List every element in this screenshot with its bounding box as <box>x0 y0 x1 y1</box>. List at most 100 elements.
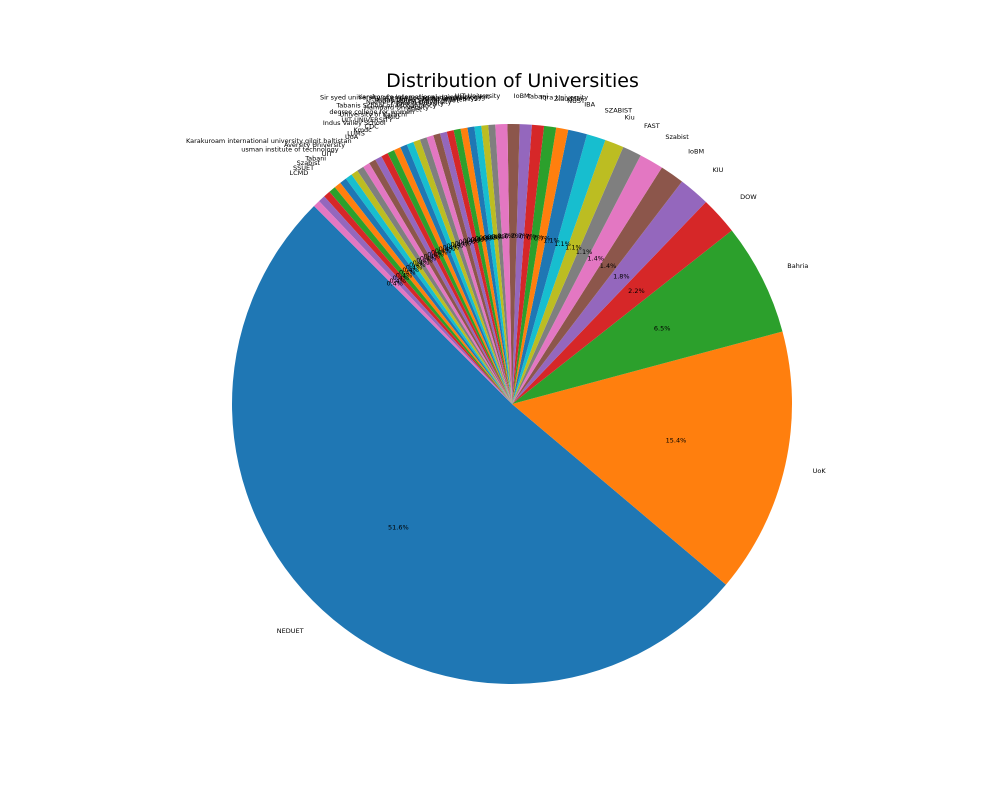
category-label-7: FAST <box>644 122 660 130</box>
pct-label-5: 1.4% <box>600 262 617 270</box>
pie-slice-lums-34 <box>375 156 512 404</box>
pie-slice-aversity-university-37 <box>357 166 512 404</box>
pct-label-20: 0.4% <box>479 234 496 242</box>
pct-label-18: 0.4% <box>487 233 504 241</box>
pie-slice-cdc-32 <box>387 150 512 404</box>
pie-slice-lcmd-43 <box>324 191 512 404</box>
pie-slice-indus-valley-school-31 <box>393 147 512 405</box>
category-label-8: Kiu <box>625 113 635 121</box>
pct-label-2: 6.5% <box>654 325 671 333</box>
category-label-11: NUST <box>567 97 585 105</box>
pie-slice-tabani-14 <box>512 124 532 404</box>
pie-slice-iobm-15 <box>507 123 520 404</box>
pie-slice-hamdard-university-25 <box>433 133 512 404</box>
pct-label-41: 0.4% <box>399 269 416 277</box>
pct-label-43: 0.4% <box>393 274 410 282</box>
pct-label-27: 0.4% <box>450 241 467 249</box>
category-label-16: UIT University <box>455 92 501 100</box>
category-label-33: Kmdc <box>353 126 372 134</box>
percentage-labels: 51.6%15.4%6.5%2.2%1.8%1.4%1.4%1.1%1.1%1.… <box>386 232 686 532</box>
pct-label-39: 0.4% <box>406 264 423 272</box>
category-label-29: SMIU <box>383 113 400 121</box>
pct-label-11: 0.7% <box>534 235 551 243</box>
category-label-12: Ziauddin <box>554 95 583 103</box>
pie-slice-iba-10 <box>512 129 587 404</box>
category-label-14: Tabani <box>526 92 548 100</box>
pct-label-31: 0.4% <box>435 247 452 255</box>
pie-slice-karakuroam-international-university-gilgit-baltistan-36 <box>363 163 512 404</box>
pct-label-15: 0.7% <box>505 232 522 240</box>
category-label-41: Szabist <box>297 159 321 167</box>
category-label-22: Nazeer Hussain University <box>366 98 452 106</box>
pie-slice-fast-7 <box>512 147 641 404</box>
category-label-24: Tabanis School of Accountancy <box>335 101 436 109</box>
pct-label-44: 0.4% <box>389 277 406 285</box>
pct-label-17: 0.4% <box>492 232 509 240</box>
chart-title: Distribution of Universities <box>386 70 639 92</box>
pie-wedges <box>232 123 793 684</box>
category-label-19: Indus university <box>422 94 474 102</box>
category-label-18: Sir syed university of engineering and t… <box>320 93 482 101</box>
pct-label-28: 0.4% <box>446 242 463 250</box>
pct-label-29: 0.4% <box>443 244 460 252</box>
pie-slice-nazeer-hussain-university-22 <box>453 128 512 405</box>
pie-slice-uit-university-30 <box>400 144 512 404</box>
pie-slice-szabist-6 <box>512 155 662 404</box>
pct-label-26: 0.4% <box>454 239 471 247</box>
pct-label-8: 1.1% <box>565 244 582 252</box>
category-label-34: LUMS <box>347 129 365 137</box>
pie-slice-szabist-9 <box>512 134 606 405</box>
pct-label-14: 0.7% <box>512 232 529 240</box>
pie-slice-kmdc-33 <box>381 153 512 404</box>
pct-label-22: 0.4% <box>471 235 488 243</box>
pie-slice-tabani-40 <box>340 178 512 404</box>
pct-label-38: 0.4% <box>409 261 426 269</box>
pie-slice-smiu-29 <box>406 141 512 405</box>
pie-slice-kiu-4 <box>512 181 706 404</box>
category-label-6: Szabist <box>665 133 689 141</box>
pie-slice-unlabeled-44 <box>319 196 512 404</box>
pct-label-0: 51.6% <box>388 524 409 532</box>
pct-label-23: 0.4% <box>467 236 484 244</box>
pct-label-19: 0.4% <box>483 233 500 241</box>
category-label-9: SZABIST <box>605 106 633 114</box>
pct-label-35: 0.4% <box>420 254 437 262</box>
category-label-27: degree college for women <box>329 108 414 116</box>
pie-slice-university-of-karachi-28 <box>413 139 512 404</box>
pie-slice-ziauddin-12 <box>512 125 557 404</box>
category-label-21: Indus Valley School of Art <box>376 97 459 105</box>
category-label-13: Iqra University <box>541 93 589 101</box>
category-label-4: KIU <box>712 166 723 174</box>
pct-label-25: 0.4% <box>458 238 475 246</box>
pie-slice-jinnah-university-for-women-20 <box>467 126 512 404</box>
category-label-31: Indus Valley School <box>323 119 386 127</box>
pct-label-36: 0.4% <box>416 257 433 265</box>
category-label-1: UoK <box>813 467 827 475</box>
category-label-42: SSUET <box>293 164 314 172</box>
pct-label-10: 1.1% <box>543 237 560 245</box>
pie-slice-usman-institute-of-technology-38 <box>351 170 512 404</box>
category-label-10: IBA <box>584 101 595 109</box>
pie-slice-dow-3 <box>512 202 732 404</box>
pie-slice-kiu-8 <box>512 140 624 404</box>
pct-label-21: 0.4% <box>475 235 492 243</box>
pie-slice-uit-39 <box>345 174 512 404</box>
category-label-36: Karakuroam international university gilg… <box>186 137 352 145</box>
pie-slice-uoa-35 <box>369 159 512 404</box>
pct-label-45: 0.4% <box>386 280 403 288</box>
pie-slice-tabanis-school-of-accountancy-24 <box>439 131 512 404</box>
category-label-26: duet <box>407 106 422 114</box>
category-label-38: usman institute of technology <box>241 145 339 153</box>
pie-slice-bahria-2 <box>512 230 783 404</box>
category-label-43: LCMD <box>289 169 308 177</box>
pie-slice-duet-26 <box>426 135 512 404</box>
category-label-37: Aversity University <box>284 141 345 149</box>
pie-slice-iobm-5 <box>512 167 683 404</box>
pie-slice-sir-syed-university-of-engineering-and-technology-18 <box>481 125 512 405</box>
pct-label-16: 0.7% <box>497 232 514 240</box>
category-labels: NEDUETUoKBahriaDOWKIUIoBMSzabistFASTKiuS… <box>186 92 826 635</box>
pie-slice-nust-11 <box>512 127 569 405</box>
category-label-15: IoBM <box>514 92 530 100</box>
